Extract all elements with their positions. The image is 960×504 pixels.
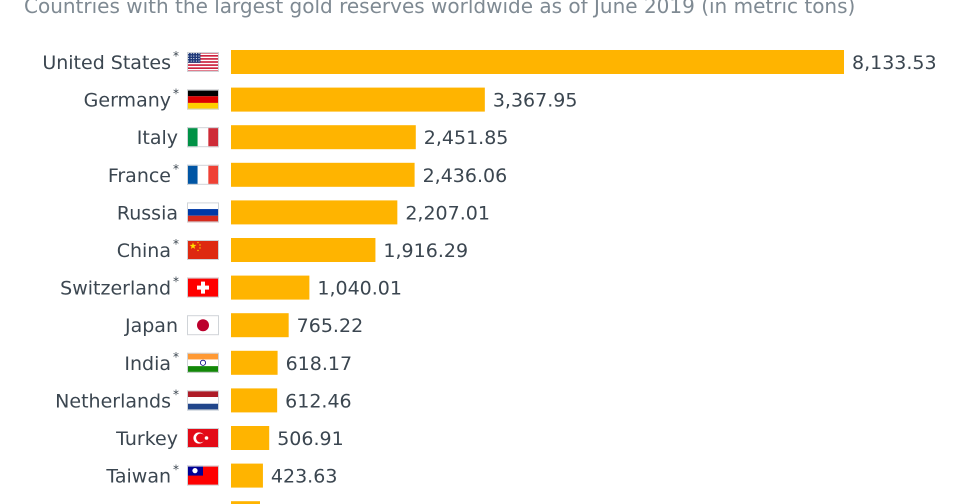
switzerland-flag-icon [187, 277, 219, 298]
category-label: Japan [124, 315, 178, 337]
bar-russia [231, 200, 398, 225]
value-label: 423.63 [271, 466, 337, 488]
bar-row: 765.22 Japan [124, 313, 363, 338]
bar-taiwan [231, 463, 263, 488]
bar-turkey [231, 426, 270, 450]
us-flag-icon [187, 52, 219, 72]
bar-row: 2,436.06 France * [108, 162, 507, 187]
japan-flag-icon [187, 315, 219, 336]
germany-flag-icon [187, 89, 219, 110]
value-label: 765.22 [297, 315, 363, 337]
chart-subtitle: Countries with the largest gold reserves… [24, 0, 856, 18]
footnote-mark: * [173, 463, 179, 477]
category-label: France [108, 165, 171, 187]
value-label: 612.46 [285, 390, 351, 412]
category-label: China [117, 240, 171, 262]
bar-row: 2,207.01 Russia [117, 200, 490, 225]
bar-japan [231, 313, 289, 338]
category-label: Turkey [115, 428, 178, 450]
category-label: Italy [137, 127, 178, 149]
category-label: Taiwan [105, 466, 171, 488]
value-label: 2,451.85 [424, 127, 509, 149]
turkey-flag-icon [187, 428, 219, 448]
value-label: 1,040.01 [317, 278, 402, 300]
france-flag-icon [187, 164, 219, 185]
footnote-mark: * [173, 275, 179, 289]
italy-flag-icon [187, 127, 219, 148]
footnote-mark: * [173, 87, 179, 101]
india-flag-icon [187, 352, 219, 373]
bar-row: 618.17 India * [124, 350, 352, 375]
value-label: 618.17 [286, 353, 352, 375]
footnote-mark: * [173, 350, 179, 364]
netherlands-flag-icon [187, 390, 219, 411]
bar-italy [231, 125, 416, 150]
value-label: 8,133.53 [852, 52, 937, 74]
category-label: Russia [117, 202, 178, 224]
bar-row: 2,451.85 Italy [137, 125, 509, 150]
bar-partial [231, 501, 260, 504]
bar-row: 8,133.53 United States * [42, 49, 937, 74]
bar-france [231, 162, 415, 187]
footnote-mark: * [173, 162, 179, 176]
category-label: Netherlands [55, 390, 171, 412]
category-label: United States [42, 52, 171, 74]
bar-row: 612.46 Netherlands * [55, 387, 352, 413]
category-label: India [124, 353, 171, 375]
value-label: 3,367.95 [493, 90, 578, 112]
footnote-mark: * [173, 387, 179, 401]
bar-row: 423.63 Taiwan * [105, 463, 337, 488]
category-label: Germany [84, 90, 171, 112]
bar-united-states [231, 50, 844, 74]
china-flag-icon [187, 240, 219, 260]
value-label: 2,207.01 [405, 202, 490, 224]
bar-netherlands [231, 388, 278, 413]
bar-india [231, 350, 278, 375]
category-label: Switzerland [60, 278, 171, 300]
value-label: 506.91 [277, 428, 343, 450]
bar-china [231, 238, 376, 262]
footnote-mark: * [173, 237, 179, 251]
bar-row: 1,040.01 Switzerland * [60, 275, 402, 300]
value-label: 2,436.06 [423, 165, 508, 187]
value-label: 1,916.29 [383, 240, 468, 262]
footnote-mark: * [173, 49, 179, 63]
bar-row: 1,916.29 China * [117, 237, 468, 262]
russia-flag-icon [187, 202, 219, 223]
taiwan-flag-icon [187, 465, 219, 486]
bar-row: 3,367.95 Germany * [84, 87, 578, 112]
bar-germany [231, 87, 485, 112]
bar-switzerland [231, 275, 310, 300]
bar-row: 506.91 Turkey [115, 426, 344, 450]
